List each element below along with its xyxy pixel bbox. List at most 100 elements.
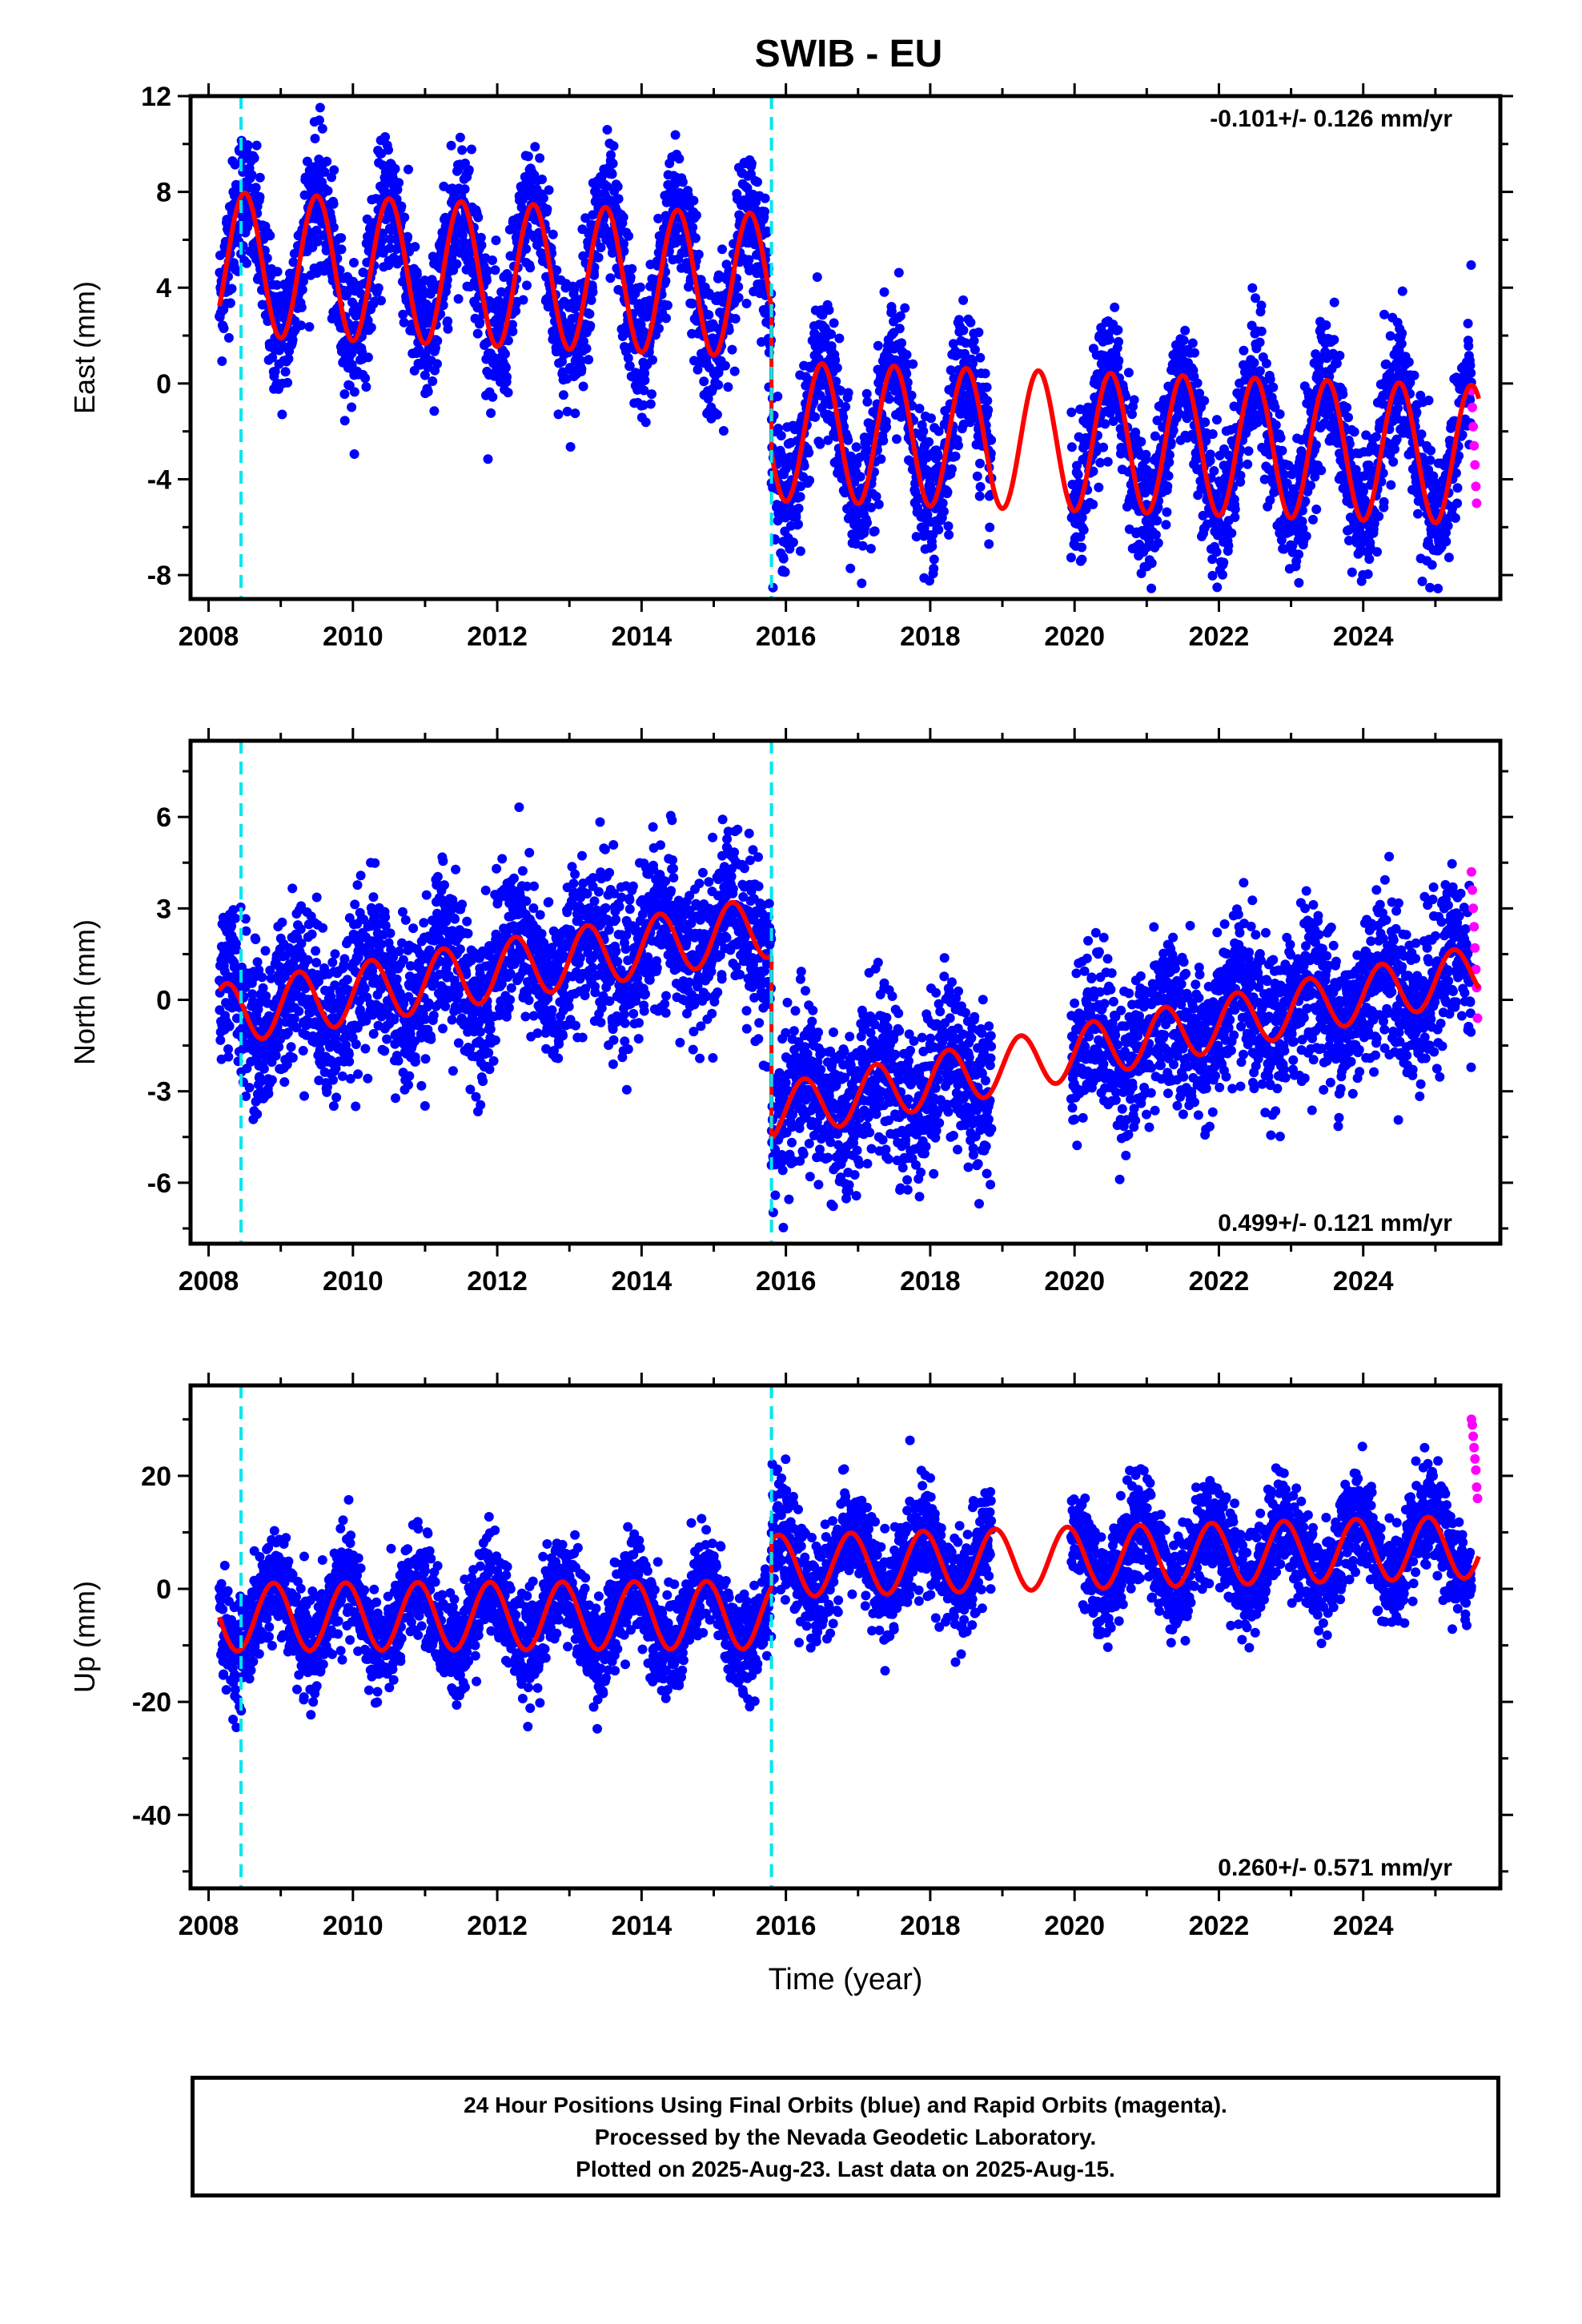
final-orbit-point [805, 475, 815, 485]
final-orbit-point [299, 276, 308, 287]
final-orbit-point [1114, 336, 1123, 347]
final-orbit-point [1261, 358, 1271, 368]
final-orbit-point [219, 324, 229, 333]
final-orbit-point [938, 498, 948, 509]
final-orbit-point [1416, 429, 1427, 440]
final-orbit-point [845, 563, 856, 573]
final-orbit-point [983, 405, 994, 415]
final-orbit-point [691, 210, 701, 220]
final-orbit-point [688, 222, 698, 232]
final-orbit-point [396, 201, 407, 211]
final-orbit-point [349, 449, 359, 459]
x-tick-label: 2012 [467, 621, 528, 652]
x-tick-label: 2014 [612, 621, 673, 652]
final-orbit-point [252, 957, 263, 967]
final-orbit-point [1223, 541, 1234, 551]
final-orbit-point [1423, 396, 1434, 405]
final-orbit-point [1243, 459, 1253, 469]
final-orbit-point [488, 392, 498, 402]
final-orbit-point [518, 295, 528, 305]
final-orbit-point [503, 388, 513, 398]
final-orbit-point [1212, 415, 1222, 425]
final-orbit-point [924, 436, 934, 447]
final-orbit-point [283, 377, 293, 388]
final-orbit-point [1426, 445, 1436, 456]
final-orbit-point [834, 333, 845, 344]
final-orbit-point [1427, 560, 1437, 570]
final-orbit-point [428, 376, 438, 386]
final-orbit-point [223, 332, 234, 343]
final-orbit-point [500, 349, 510, 359]
final-orbit-point [1413, 509, 1423, 519]
final-orbit-point [1136, 436, 1146, 447]
final-orbit-point [662, 300, 673, 311]
final-orbit-point [1066, 407, 1077, 417]
final-orbit-point [317, 123, 327, 134]
final-orbit-point [958, 295, 969, 305]
final-orbit-point [460, 184, 470, 195]
final-orbit-point [879, 287, 889, 297]
final-orbit-point [227, 283, 237, 294]
final-orbit-point [294, 1006, 304, 1016]
final-orbit-point [1271, 420, 1281, 430]
final-orbit-point [302, 156, 312, 167]
final-orbit-point [1397, 328, 1407, 339]
final-orbit-point [473, 212, 484, 223]
final-orbit-point [287, 1052, 298, 1063]
final-orbit-point [950, 451, 961, 461]
final-orbit-point [607, 169, 617, 179]
final-orbit-point [295, 924, 306, 935]
final-orbit-point [788, 537, 798, 548]
final-orbit-point [826, 341, 837, 352]
final-orbit-point [1275, 432, 1286, 443]
final-orbit-point [277, 409, 287, 420]
final-orbit-point [1386, 480, 1396, 490]
final-orbit-point [602, 125, 612, 135]
final-orbit-point [1066, 442, 1077, 452]
final-orbit-point [1066, 553, 1076, 563]
y-tick-label: 8 [156, 178, 171, 208]
final-orbit-point [247, 170, 257, 180]
final-orbit-point [613, 194, 624, 204]
final-orbit-point [1205, 449, 1215, 460]
final-orbit-point [851, 442, 861, 452]
final-orbit-point [869, 526, 880, 537]
final-orbit-point [1308, 514, 1318, 525]
final-orbit-point [984, 539, 994, 549]
final-orbit-point [225, 298, 235, 308]
final-orbit-point [648, 355, 657, 365]
final-orbit-point [1077, 542, 1087, 553]
final-orbit-point [1104, 335, 1114, 345]
final-orbit-point [586, 295, 596, 305]
final-orbit-point [1329, 297, 1339, 308]
x-tick-label: 2020 [1044, 621, 1105, 652]
final-orbit-point [361, 382, 371, 392]
final-orbit-point [720, 360, 730, 371]
final-orbit-point [339, 416, 350, 426]
final-orbit-point [1249, 358, 1259, 368]
final-orbit-point [491, 235, 501, 246]
final-orbit-point [640, 417, 651, 428]
final-orbit-point [918, 426, 929, 436]
final-orbit-point [380, 132, 391, 142]
final-orbit-point [741, 299, 752, 308]
final-orbit-point [257, 972, 267, 983]
final-orbit-point [329, 165, 339, 175]
final-orbit-point [272, 279, 282, 290]
final-orbit-point [452, 259, 462, 269]
final-orbit-point [900, 303, 910, 313]
final-orbit-point [255, 172, 265, 183]
final-orbit-point [776, 431, 786, 440]
final-orbit-point [1343, 412, 1353, 423]
final-orbit-point [1452, 483, 1463, 493]
final-orbit-point [339, 389, 350, 400]
final-orbit-point [1256, 300, 1267, 311]
final-orbit-point [939, 506, 949, 517]
final-orbit-point [578, 381, 588, 392]
final-orbit-point [1443, 553, 1454, 563]
final-orbit-point [906, 390, 917, 400]
final-orbit-point [986, 435, 997, 445]
final-orbit-point [908, 359, 918, 369]
final-orbit-point [501, 363, 511, 372]
final-orbit-point [1243, 446, 1254, 456]
